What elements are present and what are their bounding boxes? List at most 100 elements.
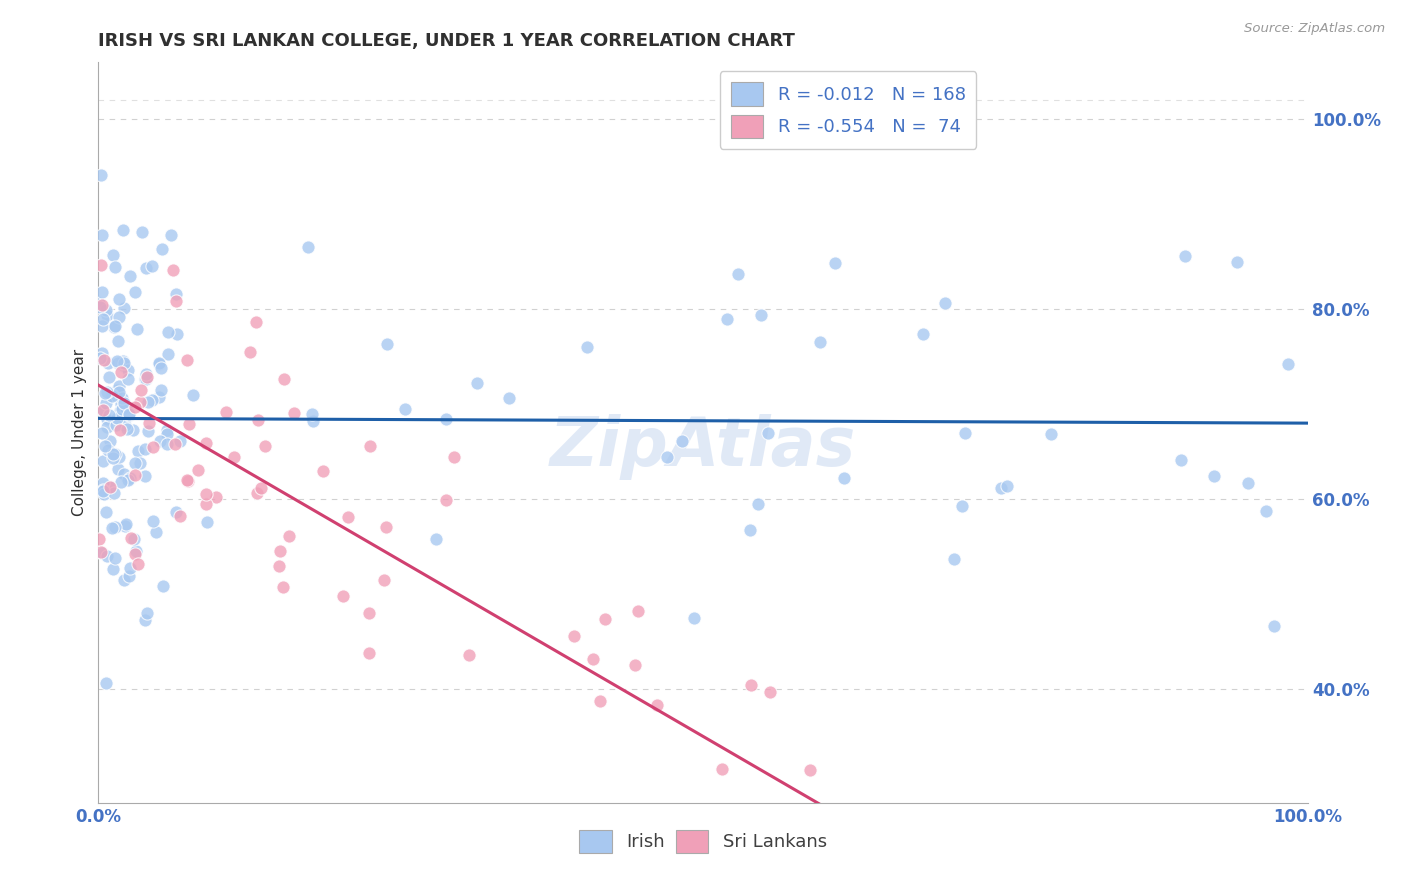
Point <box>104 551 127 566</box>
Point <box>245 315 267 329</box>
Point <box>101 248 124 262</box>
Point <box>124 401 146 415</box>
Point <box>90 298 112 312</box>
Point <box>91 483 114 498</box>
Point <box>682 611 704 625</box>
Point <box>127 558 149 572</box>
Point <box>111 391 134 405</box>
Point <box>176 475 198 489</box>
Point <box>111 402 134 417</box>
Point <box>953 426 976 441</box>
Point <box>165 293 187 308</box>
Point <box>110 365 132 379</box>
Point <box>135 606 157 620</box>
Point <box>108 423 131 437</box>
Point <box>112 301 135 316</box>
Point <box>1040 427 1063 442</box>
Point <box>115 401 138 415</box>
Point <box>148 356 170 370</box>
Point <box>373 574 395 588</box>
Point <box>90 545 112 559</box>
Point <box>155 437 177 451</box>
Point <box>91 312 114 326</box>
Point <box>246 412 269 426</box>
Y-axis label: College, Under 1 year: College, Under 1 year <box>72 349 87 516</box>
Point <box>176 353 198 368</box>
Point <box>434 493 457 508</box>
Point <box>112 356 135 370</box>
Point <box>122 423 145 437</box>
Point <box>425 532 447 546</box>
Point <box>195 435 218 450</box>
Point <box>357 606 380 620</box>
Point <box>1256 504 1278 518</box>
Point <box>589 694 612 708</box>
Point <box>108 292 131 306</box>
Point <box>134 468 156 483</box>
Point <box>91 403 114 417</box>
Point <box>96 396 118 410</box>
Point <box>645 698 668 712</box>
Point <box>94 386 117 401</box>
Point <box>96 420 118 434</box>
Point <box>91 403 114 417</box>
Point <box>91 454 114 468</box>
Point <box>104 447 127 461</box>
Point <box>150 360 173 375</box>
Text: Source: ZipAtlas.com: Source: ZipAtlas.com <box>1244 22 1385 36</box>
Point <box>105 354 128 368</box>
Point <box>124 285 146 299</box>
Point <box>96 505 118 519</box>
Point <box>1263 619 1285 633</box>
Point <box>90 425 112 440</box>
Point <box>104 520 127 534</box>
Point <box>107 355 129 369</box>
Point <box>156 427 179 442</box>
Point <box>181 388 204 402</box>
Point <box>127 444 149 458</box>
Point <box>129 394 152 409</box>
Point <box>544 838 567 852</box>
Point <box>194 497 217 511</box>
Point <box>138 416 160 430</box>
Point <box>103 486 125 500</box>
Point <box>950 499 973 513</box>
Text: IRISH VS SRI LANKAN COLLEGE, UNDER 1 YEAR CORRELATION CHART: IRISH VS SRI LANKAN COLLEGE, UNDER 1 YEA… <box>98 32 796 50</box>
Point <box>169 508 191 523</box>
Point <box>357 646 380 660</box>
Point <box>283 406 305 420</box>
Point <box>749 308 772 322</box>
Point <box>120 561 142 575</box>
Point <box>141 393 163 408</box>
Point <box>142 514 165 528</box>
Point <box>655 450 678 464</box>
Point <box>105 383 128 397</box>
Point <box>91 346 114 360</box>
Point <box>105 410 128 425</box>
Point <box>100 480 122 494</box>
Point <box>627 604 650 618</box>
Legend: Irish, Sri Lankans: Irish, Sri Lankans <box>572 822 834 861</box>
Point <box>332 589 354 603</box>
Point <box>301 407 323 421</box>
Point <box>104 318 127 333</box>
Point <box>112 359 135 374</box>
Point <box>145 525 167 540</box>
Point <box>176 474 198 488</box>
Point <box>114 518 136 533</box>
Point <box>124 548 146 562</box>
Point <box>374 520 396 534</box>
Point <box>269 559 291 574</box>
Point <box>134 442 156 457</box>
Point <box>359 439 381 453</box>
Point <box>562 629 585 643</box>
Point <box>824 255 846 269</box>
Point <box>246 485 269 500</box>
Point <box>498 391 520 405</box>
Point <box>747 498 769 512</box>
Point <box>129 456 152 470</box>
Point <box>90 258 112 272</box>
Point <box>394 402 416 417</box>
Point <box>249 481 271 495</box>
Point <box>934 295 956 310</box>
